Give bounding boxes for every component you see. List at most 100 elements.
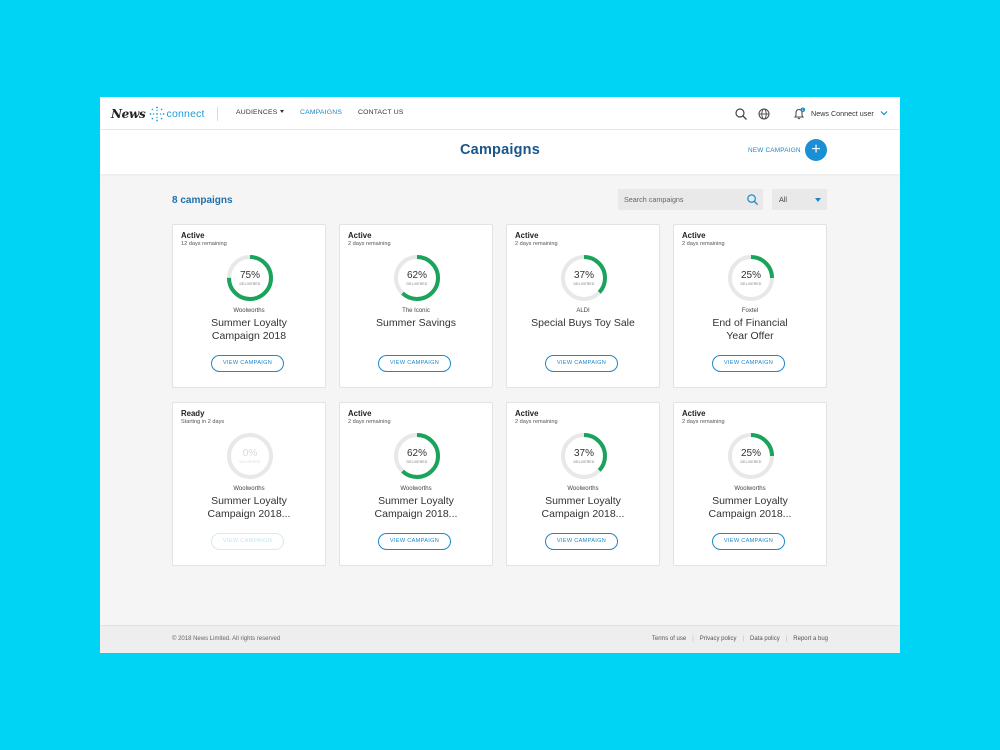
footer-link-privacy[interactable]: Privacy policy (699, 636, 737, 642)
campaign-title: Summer Loyalty Campaign 2018 (179, 317, 319, 343)
footer-link-report-bug[interactable]: Report a bug (793, 636, 828, 642)
campaign-title-line: Summer Loyalty (712, 495, 788, 507)
campaign-title: Summer Savings (346, 317, 486, 330)
progress-caption: DELIVERED (573, 460, 595, 464)
progress-ring-arc (728, 433, 774, 479)
search-input[interactable] (618, 189, 743, 210)
campaign-brand: The Iconic (402, 308, 430, 314)
campaign-title: End of Financial Year Offer (680, 317, 820, 343)
campaign-card: Active 2 days remaining 37% DELIVERED Woolwo… (506, 402, 660, 566)
footer-separator: | (742, 636, 745, 642)
nav-divider (217, 107, 218, 121)
caret-down-icon (815, 198, 821, 202)
campaign-brand: Woolworths (567, 486, 599, 492)
copyright-text: © 2018 News Limited. All rights reserved (172, 636, 281, 642)
top-navbar: News connect AUDIENCES CAMPAIGNS CONTACT… (100, 97, 900, 130)
filter-value: All (779, 195, 787, 204)
chevron-down-icon (880, 111, 888, 116)
campaign-title-line: Summer Loyalty (545, 495, 621, 507)
campaign-card: Ready Starting in 2 days 0% DELIVERED Woolwo… (172, 402, 326, 566)
nav-campaigns[interactable]: CAMPAIGNS (300, 109, 343, 116)
view-campaign-button[interactable]: VIEW CAMPAIGN (378, 533, 451, 550)
footer: © 2018 News Limited. All rights reserved… (100, 625, 900, 653)
nav-audiences[interactable]: AUDIENCES (236, 109, 285, 116)
campaign-title: Summer Loyalty Campaign 2018... (346, 495, 486, 521)
logo-news-text: News (111, 107, 146, 121)
progress-ring-arc (728, 255, 774, 301)
progress-percent: 62% (406, 448, 427, 459)
view-campaign-button[interactable]: VIEW CAMPAIGN (712, 533, 785, 550)
logo-connect-text: connect (166, 108, 205, 120)
campaign-title-line: Campaign 2018... (374, 508, 458, 520)
caret-down-icon (280, 110, 285, 113)
view-campaign-button[interactable]: VIEW CAMPAIGN (712, 355, 785, 372)
campaign-status: Active (348, 409, 372, 418)
campaign-brand: Woolworths (734, 486, 766, 492)
campaign-title: Summer Loyalty Campaign 2018... (179, 495, 319, 521)
campaign-title-line: Summer Savings (376, 317, 456, 329)
campaign-remaining: 2 days remaining (348, 241, 391, 247)
progress-ring-arc (394, 433, 440, 479)
footer-link-terms[interactable]: Terms of use (651, 636, 687, 642)
new-campaign-link[interactable]: NEW CAMPAIGN (748, 147, 801, 154)
view-campaign-button[interactable]: VIEW CAMPAIGN (378, 355, 451, 372)
progress-ring-arc (227, 255, 273, 301)
app-window: News connect AUDIENCES CAMPAIGNS CONTACT… (100, 97, 900, 653)
progress-caption: DELIVERED (740, 460, 762, 464)
campaign-status: Active (348, 231, 372, 240)
view-campaign-button[interactable]: VIEW CAMPAIGN (545, 533, 618, 550)
campaign-brand: ALDI (576, 308, 590, 314)
page-header: Campaigns NEW CAMPAIGN + (100, 130, 900, 174)
campaign-status: Active (682, 409, 706, 418)
footer-separator: | (692, 636, 694, 642)
user-menu[interactable]: News Connect user (811, 109, 888, 118)
status-filter-select[interactable]: All (772, 189, 827, 210)
progress-percent: 25% (740, 448, 761, 459)
footer-separator: | (785, 636, 788, 642)
footer-links: Terms of use | Privacy policy | Data pol… (652, 636, 828, 642)
progress-caption: DELIVERED (239, 282, 261, 286)
progress-ring (227, 433, 273, 479)
progress-caption: DELIVERED (406, 282, 428, 286)
campaign-title-line: Special Buys Toy Sale (531, 317, 635, 329)
logo-burst-icon (149, 106, 164, 122)
progress-ring (394, 255, 440, 301)
progress-percent: 62% (406, 270, 427, 281)
new-campaign-button[interactable]: + (805, 139, 827, 161)
campaign-title-line: Year Offer (726, 330, 774, 342)
nav-contact-us[interactable]: CONTACT US (358, 109, 404, 116)
campaign-card: Active 2 days remaining 25% DELIVERED Woolwo… (673, 402, 827, 566)
progress-percent: 75% (239, 270, 260, 281)
campaign-title-line: Campaign 2018... (207, 508, 291, 520)
progress-ring-track (227, 433, 273, 479)
campaign-status: Active (682, 231, 706, 240)
campaign-title-line: Campaign 2018... (541, 508, 625, 520)
progress-percent: 25% (740, 270, 761, 281)
progress-ring (561, 255, 607, 301)
campaign-title: Summer Loyalty Campaign 2018... (680, 495, 820, 521)
user-name: News Connect user (811, 109, 874, 118)
search-icon[interactable] (734, 107, 748, 121)
view-campaign-button[interactable]: VIEW CAMPAIGN (211, 355, 284, 372)
campaign-count: 8 campaigns (172, 195, 233, 206)
campaign-remaining: Starting in 2 days (181, 419, 225, 425)
globe-icon[interactable] (757, 107, 771, 121)
progress-ring (728, 433, 774, 479)
progress-percent: 0% (242, 448, 258, 459)
progress-ring-arc (394, 255, 440, 301)
progress-caption: DELIVERED (740, 282, 762, 286)
campaign-title: Summer Loyalty Campaign 2018... (513, 495, 653, 521)
campaign-card: Active 2 days remaining 37% DELIVERED ALDI Sp… (506, 224, 660, 388)
view-campaign-button[interactable]: VIEW CAMPAIGN (545, 355, 618, 372)
campaign-remaining: 2 days remaining (515, 419, 558, 425)
progress-caption: DELIVERED (406, 460, 428, 464)
search-icon[interactable] (746, 193, 759, 206)
footer-link-data-policy[interactable]: Data policy (750, 636, 780, 642)
progress-ring (561, 433, 607, 479)
progress-percent: 37% (573, 270, 594, 281)
view-campaign-button[interactable]: VIEW CAMPAIGN (211, 533, 284, 550)
bell-icon[interactable]: 1 (792, 107, 806, 121)
campaign-card: Active 2 days remaining 25% DELIVERED Foxtel… (673, 224, 827, 388)
progress-ring (728, 255, 774, 301)
news-connect-logo[interactable]: News connect (111, 105, 205, 123)
